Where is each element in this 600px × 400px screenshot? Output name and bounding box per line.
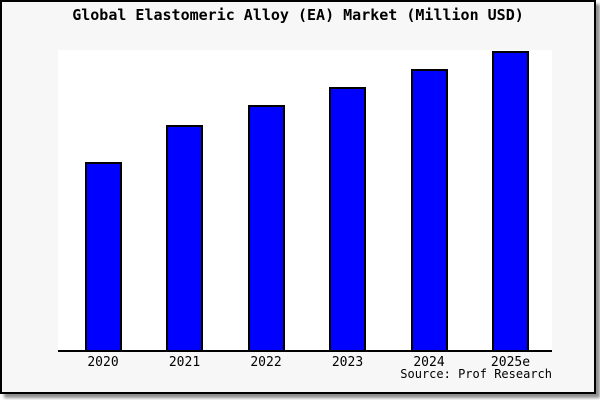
x-tick-label-2025e: 2025e [490, 355, 531, 370]
bar-2025e [492, 51, 529, 350]
bar-2024 [410, 69, 448, 350]
bar-2021 [166, 125, 203, 350]
source-credit: Source: Prof Research [400, 367, 552, 381]
x-tick-label-2023: 2023 [331, 355, 364, 370]
bar-2023 [329, 87, 366, 350]
plot-area [58, 50, 552, 352]
bar-2022 [247, 105, 285, 350]
x-tick-label-2024: 2024 [413, 355, 445, 370]
chart-card: Global Elastomeric Alloy (EA) Market (Mi… [0, 0, 596, 394]
x-tick-label-2022: 2022 [250, 355, 282, 370]
chart-title: Global Elastomeric Alloy (EA) Market (Mi… [72, 6, 524, 24]
x-tick-label-2020: 2020 [87, 355, 119, 370]
x-tick-label-2021: 2021 [168, 355, 201, 370]
bar-2020 [84, 162, 122, 350]
